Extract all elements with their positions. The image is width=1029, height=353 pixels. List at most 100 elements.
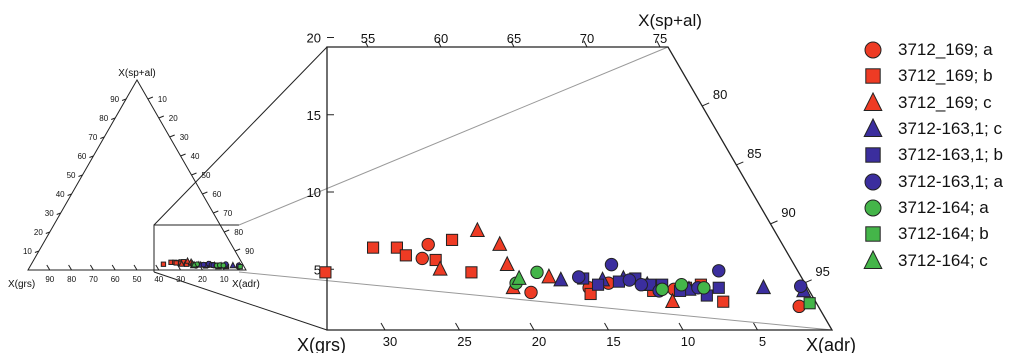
small-point-series-1 [160, 261, 167, 267]
data-point-series-2 [541, 268, 557, 284]
legend-marker [865, 68, 881, 85]
small-point-series-2 [184, 256, 191, 264]
data-point-series-4 [712, 281, 725, 294]
legend-marker-circle [864, 199, 882, 217]
right-axis-tick-label: 80 [713, 87, 727, 102]
small-left-tick [121, 98, 127, 101]
bottom-axis-tick-label: 25 [457, 334, 471, 349]
legend-marker-triangle [863, 249, 883, 269]
legend-label: 3712-164; a [898, 197, 989, 217]
small-right-tick [213, 210, 219, 214]
legend-item: 3712_169; c [862, 90, 1003, 116]
small-bottom-tick [46, 264, 51, 271]
legend-marker [864, 173, 882, 191]
small-bottom-tick-label: 40 [154, 275, 163, 284]
data-point-series-6 [697, 281, 711, 295]
small-left-tick-label: 40 [56, 190, 65, 199]
bottom-axis-tick [753, 322, 758, 331]
top-axis-tick [583, 40, 588, 48]
small-bottom-tick [89, 264, 94, 271]
data-point-series-3 [553, 271, 569, 287]
small-point-series-7 [237, 263, 243, 270]
bottom-right-axis-label: X(adr) [806, 335, 856, 353]
legend-label: 3712_169; a [898, 40, 993, 60]
small-right-tick [158, 115, 164, 119]
right-axis-tick [736, 161, 744, 166]
data-point-series-6 [655, 282, 669, 297]
small-right-tick-label: 70 [223, 209, 232, 218]
data-point-series-5 [622, 273, 637, 287]
data-point-series-1 [584, 287, 597, 301]
legend-item: 3712-164; c [862, 247, 1003, 273]
top-axis-label: X(sp+al) [638, 11, 702, 30]
small-right-tick-label: 10 [158, 95, 167, 104]
small-left-tick [56, 212, 61, 215]
right-axis-tick [770, 220, 778, 225]
small-left-tick-label: 50 [67, 171, 76, 180]
connector-top [153, 46, 328, 226]
legend-marker-square [865, 147, 881, 164]
small-right-tick-label: 20 [169, 114, 178, 123]
y-axis-tick-label: 10 [307, 185, 321, 200]
small-point-series-6 [220, 262, 227, 269]
small-left-tick [111, 117, 116, 120]
legend-marker [864, 41, 882, 59]
small-bottom-tick-label: 20 [198, 275, 207, 284]
small-bottom-tick-label: 80 [67, 275, 76, 284]
data-point-series-1 [319, 266, 332, 279]
data-point-series-1 [445, 233, 459, 246]
small-right-tick [191, 172, 197, 176]
legend-item: 3712_169; a [862, 37, 1003, 63]
y-axis-tick-label: 20 [307, 31, 321, 46]
data-point-series-4 [612, 275, 626, 288]
small-right-tick [224, 229, 230, 233]
legend-marker [863, 249, 883, 269]
small-left-tick [67, 193, 72, 196]
small-right-tick [234, 248, 241, 252]
right-axis-tick-label: 95 [815, 264, 829, 279]
small-left-tick-label: 10 [23, 247, 32, 256]
legend-marker-circle [864, 41, 882, 59]
small-left-tick [78, 174, 83, 177]
bottom-axis-tick-label: 20 [532, 334, 546, 349]
small-left-tick-label: 60 [77, 152, 86, 161]
small-right-tick-label: 40 [191, 152, 200, 161]
top-axis-tick [656, 40, 661, 48]
bottom-axis-tick [678, 322, 684, 331]
data-point-series-1 [717, 295, 730, 308]
data-point-series-5 [634, 278, 648, 292]
small-right-tick-label: 60 [212, 190, 221, 199]
legend: 3712_169; a 3712_169; b 3712_169; c 3712-16… [862, 37, 1003, 274]
data-point-series-2 [499, 255, 515, 271]
y-axis-tick-label: 15 [307, 108, 321, 123]
small-right-tick-label: 50 [202, 171, 211, 180]
small-right-tick [202, 191, 208, 195]
data-point-series-0 [415, 251, 429, 266]
legend-label: 3712-164; b [898, 224, 989, 244]
top-axis-tick-label: 55 [361, 31, 375, 46]
data-point-series-2 [469, 221, 486, 237]
small-point-series-5 [200, 261, 207, 268]
legend-label: 3712-163,1; b [898, 145, 1003, 165]
small-bottom-tick-label: 70 [89, 275, 98, 284]
small-left-tick-label: 70 [88, 133, 97, 142]
top-axis-tick-label: 60 [434, 31, 448, 46]
data-point-series-1 [399, 249, 412, 262]
legend-item: 3712_169; b [862, 63, 1003, 89]
small-point-series-3 [229, 261, 237, 269]
legend-marker-triangle [863, 118, 883, 138]
small-left-tick-label: 80 [99, 114, 108, 123]
data-point-series-6 [674, 278, 689, 292]
small-right-tick-label: 80 [234, 228, 243, 237]
bottom-axis-tick [380, 322, 386, 331]
zoom-connector-lines [153, 46, 833, 331]
data-point-series-3 [755, 278, 772, 295]
legend-marker-square [865, 226, 881, 242]
legend-item: 3712-163,1; a [862, 168, 1003, 194]
bottom-axis-tick [529, 322, 535, 331]
legend-item: 3712-163,1; b [862, 142, 1003, 168]
data-point-series-0 [792, 299, 806, 314]
small-bottom-tick [133, 264, 138, 271]
small-point-series-2 [178, 259, 186, 267]
legend-label: 3712-164; c [898, 250, 988, 270]
